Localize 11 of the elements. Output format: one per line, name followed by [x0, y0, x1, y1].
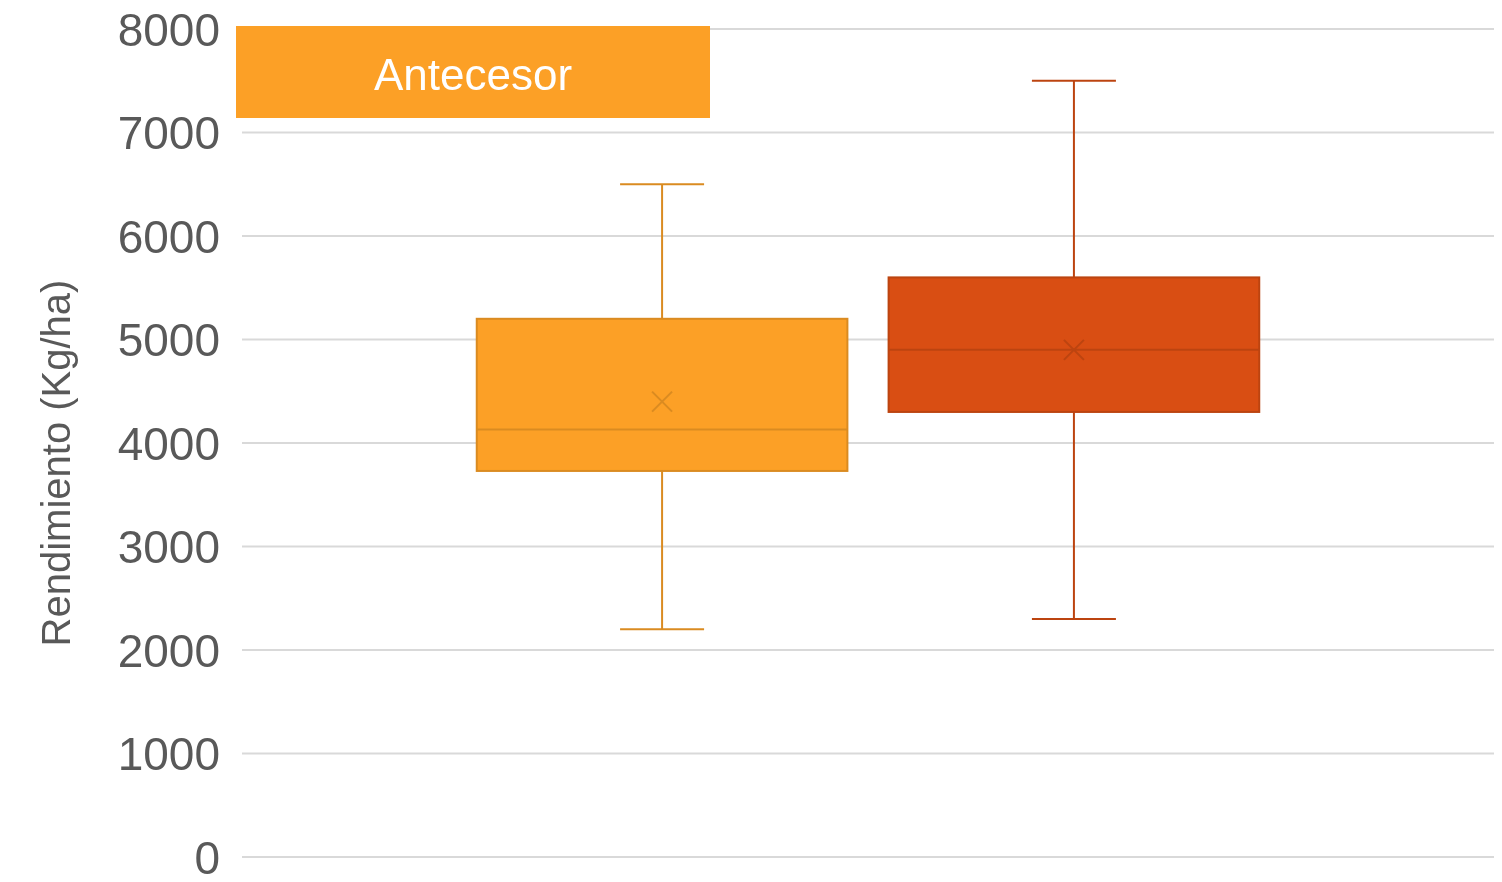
text: Antecesor [373, 49, 573, 99]
y-tick-label: 4000 [117, 417, 220, 470]
y-tick-label: 8000 [117, 3, 220, 56]
y-tick-label: 5000 [117, 314, 220, 367]
y-tick-label: 1000 [117, 728, 220, 781]
y-tick-label: 6000 [117, 210, 220, 263]
y-tick-label: 7000 [117, 107, 220, 160]
y-tick-label: 0 [194, 831, 220, 882]
y-tick-label: 3000 [117, 521, 220, 574]
y-axis-title: Rendimiento (Kg/ha) [34, 279, 78, 647]
y-tick-label: 2000 [117, 624, 220, 677]
